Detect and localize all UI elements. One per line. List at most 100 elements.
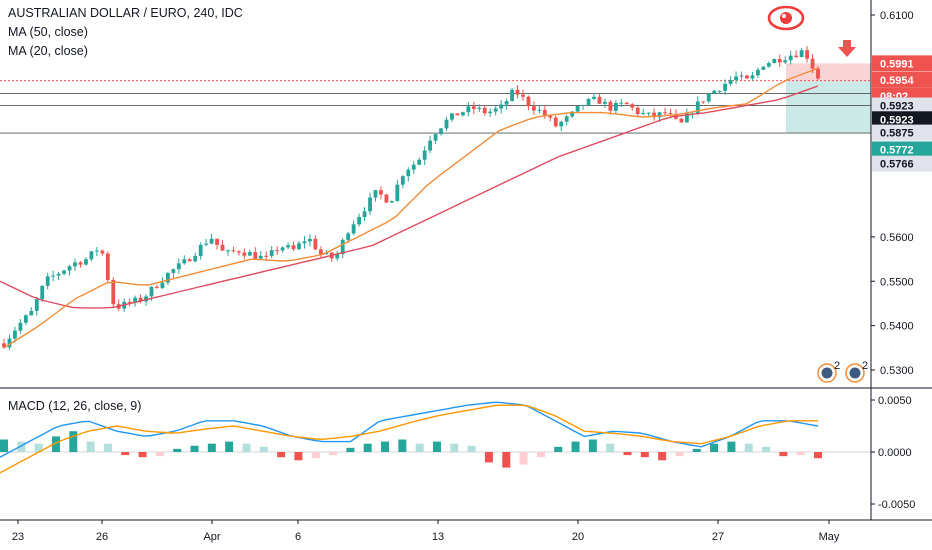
candle-body xyxy=(504,101,509,105)
candle xyxy=(586,98,591,107)
macd-histogram-bar xyxy=(346,447,355,452)
candle xyxy=(624,102,629,105)
y-tick-label: 0.5300 xyxy=(880,365,914,377)
candle xyxy=(553,115,558,128)
candle xyxy=(444,116,449,131)
candle-body xyxy=(608,101,613,111)
candle xyxy=(411,161,416,174)
macd-legend: MACD (12, 26, close, 9) xyxy=(8,399,142,413)
macd-histogram-bar xyxy=(173,448,182,452)
candle-body xyxy=(389,200,394,203)
price-badge: 0.5772 xyxy=(872,141,932,158)
candle xyxy=(165,272,170,286)
macd-histogram-bar xyxy=(796,452,805,456)
candle-body xyxy=(215,238,219,245)
candle xyxy=(734,71,738,85)
macd-histogram-bar xyxy=(17,441,26,452)
event-icons[interactable]: 2 2 xyxy=(817,360,868,383)
candle-body xyxy=(810,58,815,69)
candle xyxy=(532,101,536,115)
candle xyxy=(78,260,83,268)
candle-body xyxy=(138,297,143,302)
macd-histogram-bar xyxy=(588,439,597,452)
price-badge-label: 0.5766 xyxy=(880,159,914,171)
event-icon[interactable]: 2 xyxy=(845,360,868,383)
candle-body xyxy=(187,259,192,262)
candle xyxy=(269,246,274,259)
candle-body xyxy=(56,273,61,276)
price-badge-label: 0.5875 xyxy=(880,128,914,140)
candle xyxy=(73,258,77,271)
macd-histogram-bar xyxy=(86,441,95,452)
macd-histogram-bar xyxy=(484,452,493,463)
candle-body xyxy=(750,75,755,79)
macd-histogram-bar xyxy=(536,452,545,458)
price-badge: 0.5991 xyxy=(872,55,932,72)
candle xyxy=(455,113,460,116)
candle xyxy=(318,246,323,259)
candle-body xyxy=(477,107,482,109)
candle xyxy=(204,238,209,247)
candle-body xyxy=(395,184,400,201)
candle xyxy=(40,285,45,302)
candle xyxy=(575,106,580,113)
candle-body xyxy=(788,55,793,61)
macd-histogram-bar xyxy=(155,452,164,457)
candle xyxy=(13,326,17,343)
candle xyxy=(297,241,301,251)
candle-body xyxy=(111,280,116,305)
macd-histogram-bar xyxy=(69,431,78,452)
candle-body xyxy=(176,263,181,270)
candle xyxy=(105,251,110,283)
eye-icon[interactable] xyxy=(767,5,805,31)
candle xyxy=(422,146,427,165)
candle-body xyxy=(100,250,105,254)
candle-body xyxy=(84,259,88,265)
candle-body xyxy=(499,104,504,109)
candle xyxy=(94,247,99,257)
candle xyxy=(504,98,509,110)
candle xyxy=(695,96,700,115)
candle-body xyxy=(586,98,591,105)
candle-body xyxy=(29,310,34,316)
candle-body xyxy=(105,253,110,281)
candle xyxy=(45,272,50,290)
candle-body xyxy=(635,107,640,115)
candle-body xyxy=(165,272,170,283)
event-icon[interactable]: 2 xyxy=(817,360,840,383)
candle xyxy=(613,100,618,114)
candle-body xyxy=(783,60,788,63)
candle xyxy=(592,93,596,100)
candle-body xyxy=(734,76,738,81)
candle xyxy=(471,101,476,115)
candles xyxy=(2,46,820,351)
candle xyxy=(379,186,383,200)
candle-body xyxy=(668,113,673,115)
candle-body xyxy=(302,241,307,244)
candle-body xyxy=(684,113,689,123)
stop-zone xyxy=(786,63,871,81)
candle-body xyxy=(400,176,405,185)
ma50-legend: MA (50, close) xyxy=(8,25,88,39)
price-badge-box xyxy=(872,55,932,72)
candle xyxy=(537,106,542,114)
candle-body xyxy=(679,118,684,123)
candle xyxy=(308,234,312,247)
candle xyxy=(417,157,422,166)
candle xyxy=(198,242,203,260)
price-badge-box xyxy=(872,111,932,128)
down-arrow-icon[interactable] xyxy=(838,40,856,57)
candle-body xyxy=(318,249,323,255)
candle-body xyxy=(7,338,12,348)
macd-pane xyxy=(0,401,871,474)
candle xyxy=(521,89,525,101)
candle xyxy=(635,106,640,118)
candle xyxy=(220,239,225,251)
price-badge: 0.5875 xyxy=(872,124,932,141)
price-badge: 0.5766 xyxy=(872,155,932,172)
candle-body xyxy=(745,75,749,79)
candle xyxy=(526,95,531,111)
price-badge-label: 0.5991 xyxy=(880,58,914,70)
candle xyxy=(313,235,318,251)
